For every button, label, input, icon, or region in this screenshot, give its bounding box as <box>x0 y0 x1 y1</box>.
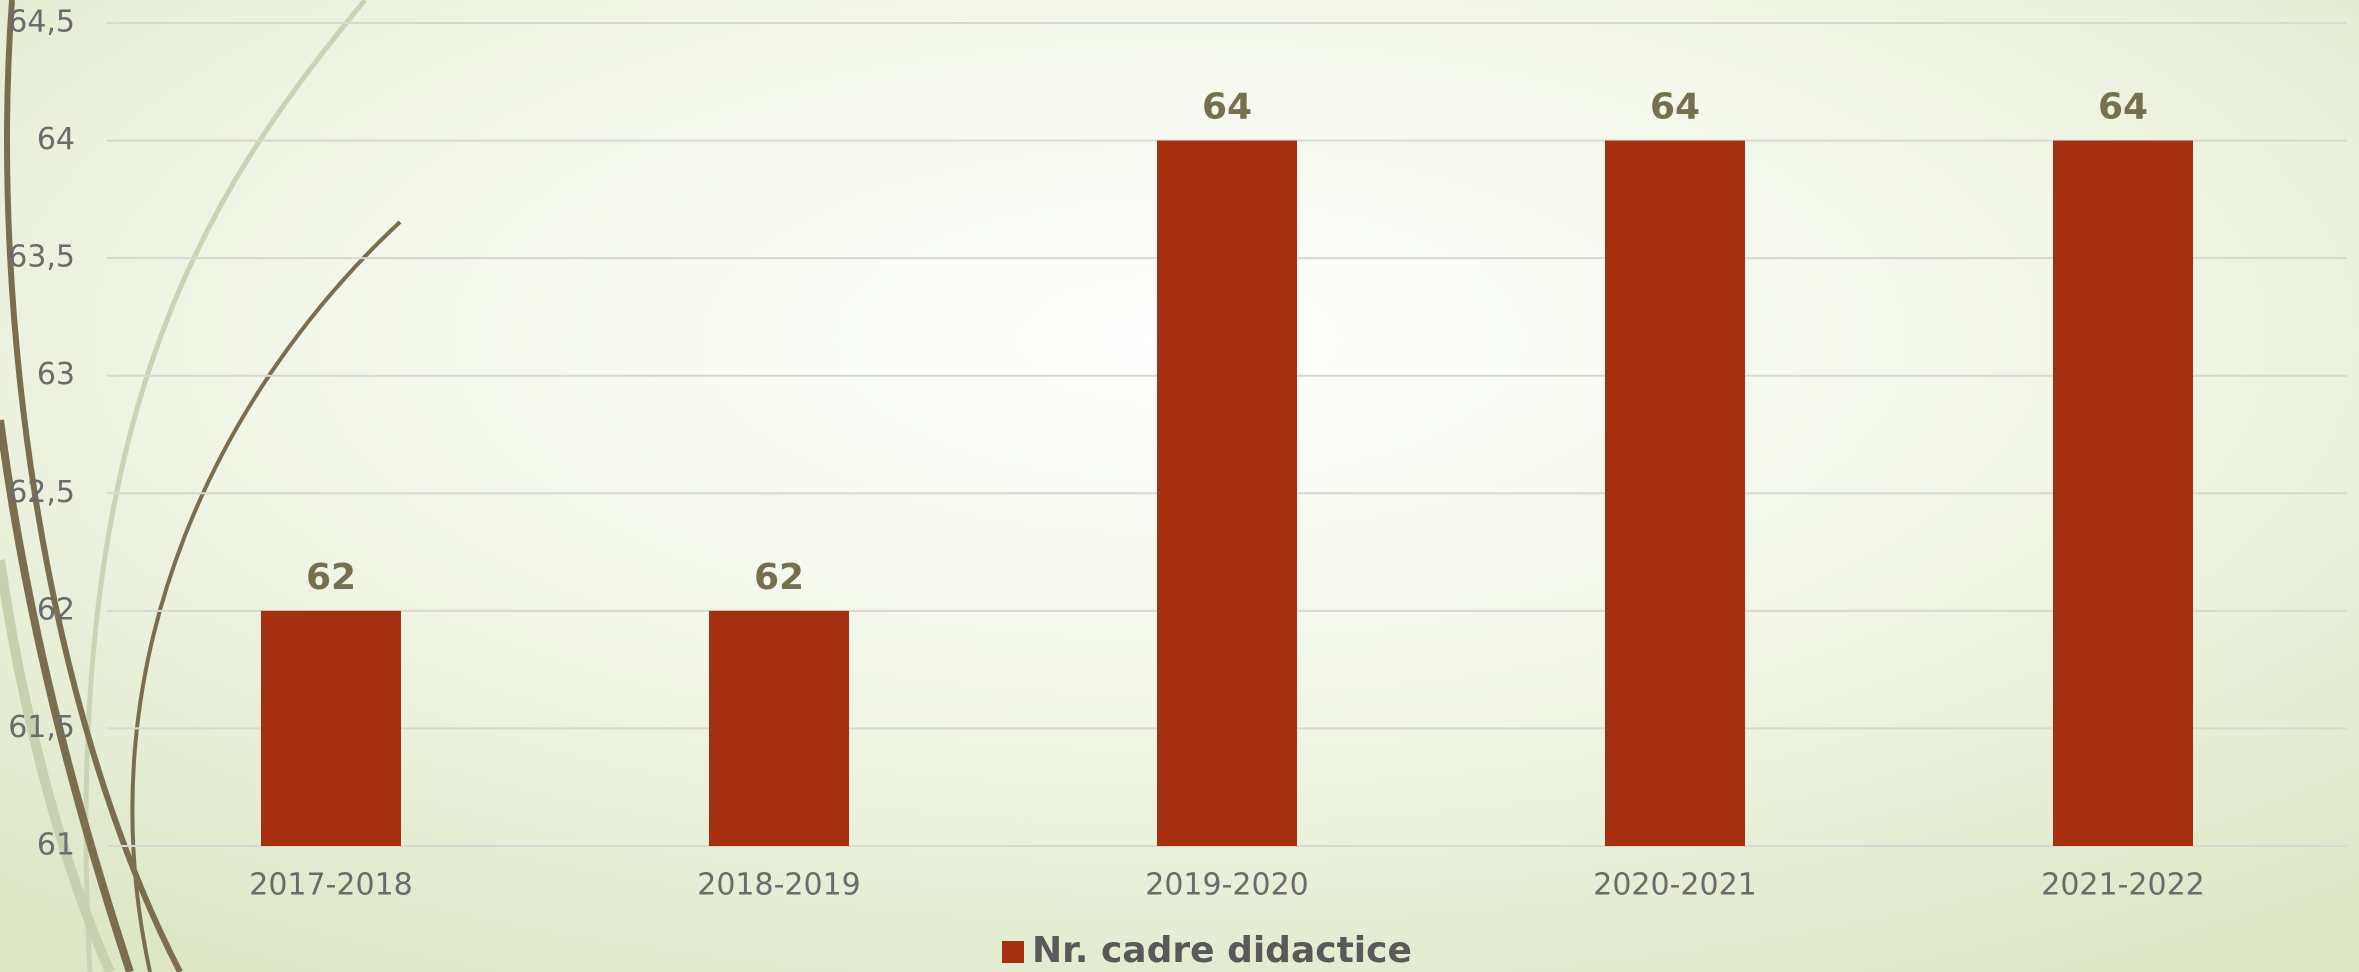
y-tick-label: 64 <box>37 122 75 157</box>
data-label: 62 <box>306 557 356 598</box>
data-label: 62 <box>754 557 804 598</box>
data-label: 64 <box>1650 87 1700 128</box>
bar <box>1157 140 1297 847</box>
y-tick-label: 63 <box>37 357 75 392</box>
bar <box>1605 140 1745 847</box>
x-tick-label: 2020-2021 <box>1593 868 1757 903</box>
x-tick-label: 2021-2022 <box>2041 868 2205 903</box>
y-tick-label: 63,5 <box>8 240 75 275</box>
y-tick-label: 62,5 <box>8 475 75 510</box>
legend-label: Nr. cadre didactice <box>1032 930 1412 971</box>
bar <box>709 610 849 846</box>
x-tick-label: 2017-2018 <box>249 868 413 903</box>
bar <box>261 610 401 846</box>
legend-swatch <box>1002 941 1024 963</box>
y-tick-label: 62 <box>37 592 75 627</box>
plot-area: 61 61,5 62 62,5 63 63,5 64 64,5 2017-2018 62 2018-… <box>8 5 2347 903</box>
y-tick-label: 61 <box>37 828 75 863</box>
x-tick-label: 2018-2019 <box>697 868 861 903</box>
data-label: 64 <box>1202 87 1252 128</box>
y-tick-label: 61,5 <box>8 710 75 745</box>
y-tick-label: 64,5 <box>8 5 75 40</box>
data-label: 64 <box>2098 87 2148 128</box>
x-tick-label: 2019-2020 <box>1145 868 1309 903</box>
bar <box>2053 140 2193 847</box>
